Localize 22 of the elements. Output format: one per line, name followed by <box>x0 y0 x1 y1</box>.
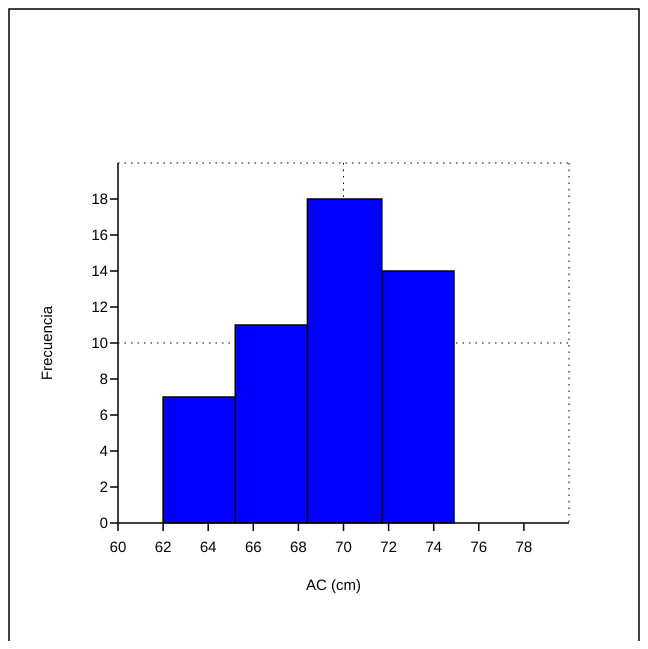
y-tick-label: 18 <box>91 191 108 208</box>
x-tick-label: 74 <box>425 539 442 556</box>
y-tick-label: 6 <box>100 407 108 424</box>
y-tick-label: 12 <box>91 299 108 316</box>
y-tick-label: 8 <box>100 371 108 388</box>
y-tick-label: 14 <box>91 263 108 280</box>
y-axis-title: Frecuencia <box>39 305 56 380</box>
x-tick-label: 66 <box>244 539 262 556</box>
y-tick-label: 2 <box>100 479 108 496</box>
y-tick-label: 0 <box>100 515 108 532</box>
x-tick-label: 78 <box>516 539 532 556</box>
y-tick-label: 4 <box>100 443 108 460</box>
x-tick-label: 72 <box>380 539 397 556</box>
x-tick-label: 62 <box>154 539 172 556</box>
x-axis-title: AC (cm) <box>306 577 361 594</box>
x-tick-label: 60 <box>110 539 126 556</box>
x-tick-label: 68 <box>290 539 307 556</box>
x-tick-label: 76 <box>470 539 488 556</box>
y-tick-label: 10 <box>91 335 108 352</box>
x-tick-label: 64 <box>200 539 217 556</box>
x-tick-label: 70 <box>335 539 352 556</box>
y-tick-label: 16 <box>91 227 108 244</box>
